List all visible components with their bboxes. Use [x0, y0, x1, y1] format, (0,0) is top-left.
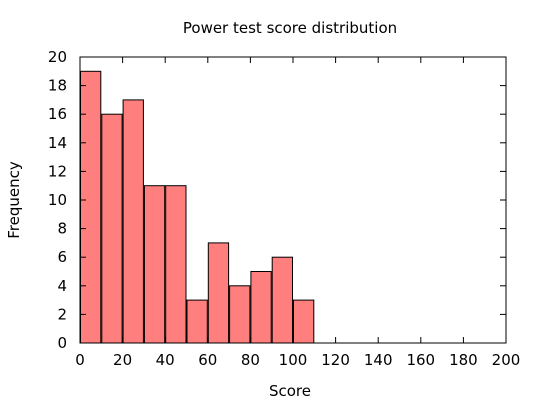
histogram-bar: [186, 299, 208, 344]
x-tick-label: 140: [364, 351, 393, 369]
y-tick-label: 10: [48, 191, 67, 209]
y-tick-label: 12: [48, 162, 67, 180]
histogram-bar: [271, 256, 294, 344]
y-tick-label: 0: [57, 334, 67, 352]
plot-frame: [79, 56, 507, 344]
y-tick-label: 16: [48, 105, 67, 123]
x-axis-label: Score: [269, 382, 311, 400]
x-tick-label: 160: [406, 351, 435, 369]
x-tick-label: 0: [75, 351, 85, 369]
x-tick-label: 180: [449, 351, 478, 369]
histogram-bar: [293, 299, 315, 344]
x-tick-label: 20: [113, 351, 132, 369]
y-tick-label: 4: [57, 277, 67, 295]
y-tick-label: 8: [57, 220, 67, 238]
histogram-bar: [165, 185, 187, 344]
x-tick-label: 60: [198, 351, 217, 369]
ticks-group: 0 20 40 60 80 100 120 140 160 180 200 0 2 4 6 8 10 12 14 16…: [48, 48, 520, 369]
histogram-bar: [207, 242, 230, 344]
histogram-bar: [229, 285, 251, 344]
y-tick-label: 20: [48, 48, 67, 66]
histogram-bar: [250, 271, 272, 344]
y-tick-label: 14: [48, 134, 67, 152]
chart-title: Power test score distribution: [183, 19, 397, 37]
histogram-bar: [143, 185, 166, 344]
y-tick-label: 18: [48, 77, 67, 95]
histogram-bar: [80, 70, 102, 344]
y-tick-label: 2: [57, 305, 67, 323]
x-tick-label: 80: [241, 351, 260, 369]
x-tick-label: 120: [321, 351, 350, 369]
y-axis-label: Frequency: [5, 161, 23, 239]
x-tick-label: 200: [492, 351, 521, 369]
y-tick-label: 6: [57, 248, 67, 266]
bars-group: [80, 70, 315, 344]
x-tick-label: 100: [279, 351, 308, 369]
histogram-bar: [122, 99, 144, 344]
histogram-bar: [101, 113, 123, 344]
x-tick-label: 40: [156, 351, 175, 369]
